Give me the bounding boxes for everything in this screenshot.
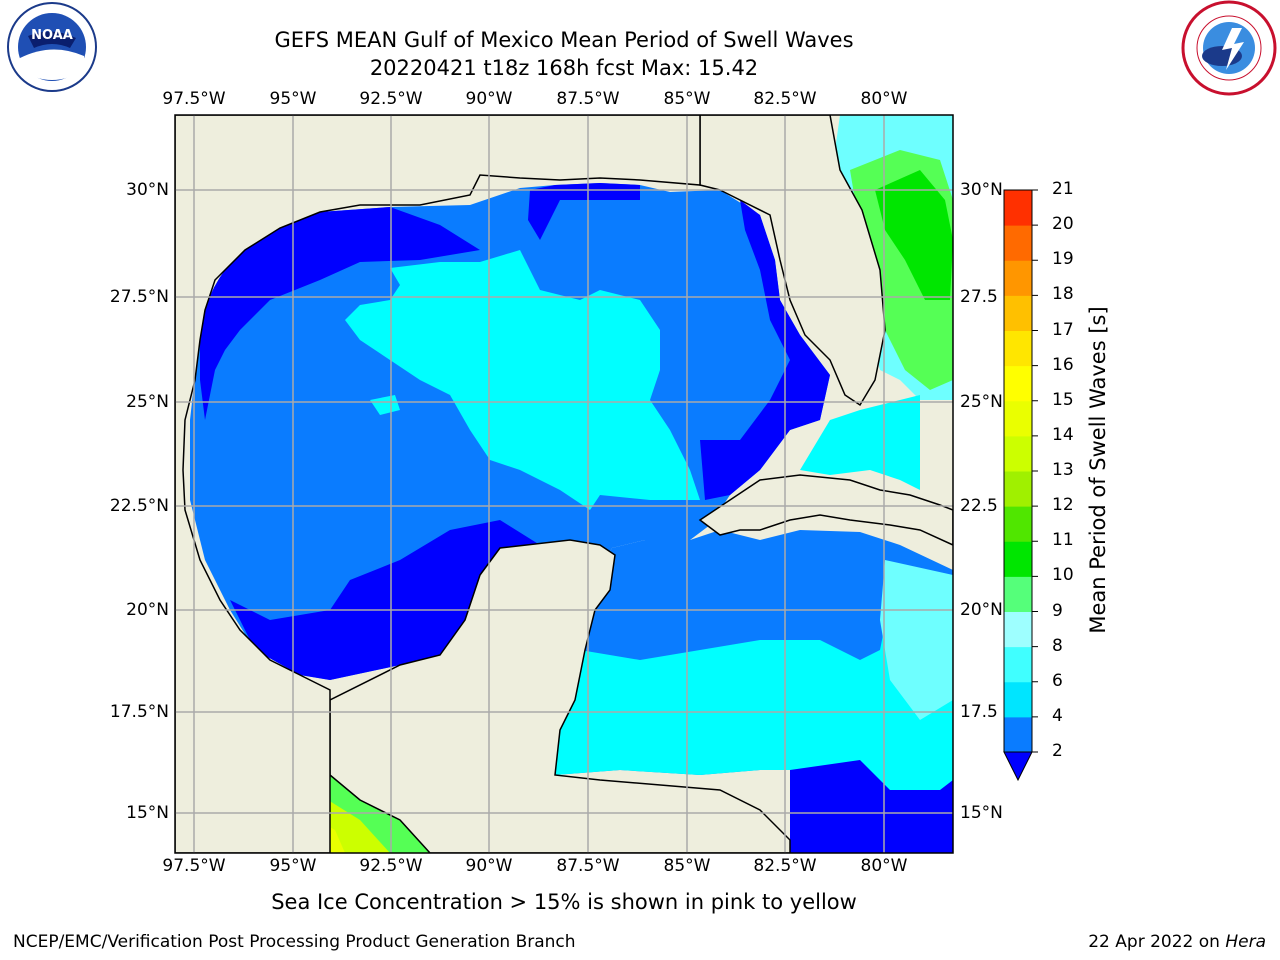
gulf-deep-water-south (230, 520, 540, 680)
colorbar-tick-label: 9 (1052, 600, 1063, 621)
texas-mexico-coast (175, 115, 701, 853)
lon-label-top: 85°W (663, 89, 711, 109)
lon-label-bottom: 85°W (663, 856, 711, 876)
lat-label-left: 20°N (126, 600, 169, 620)
lat-label-right: 30°N (960, 180, 1003, 200)
florida-straits-cyan (800, 395, 920, 490)
lon-label-top: 90°W (465, 89, 513, 109)
lon-label-bottom: 95°W (269, 856, 317, 876)
lon-label-top: 80°W (860, 89, 908, 109)
colorbar-tick-label: 12 (1052, 495, 1074, 516)
gulf-cyan-tongue (345, 250, 700, 510)
lon-label-bottom: 82.5°W (753, 856, 817, 876)
colorbar-tick-label: 19 (1052, 249, 1074, 270)
colorbar-tick-label: 20 (1052, 214, 1074, 235)
colorbar-tick-label: 14 (1052, 424, 1074, 445)
map-frame (174, 114, 954, 854)
lat-label-right: 20°N (960, 600, 1003, 620)
lat-label-left: 22.5°N (109, 496, 169, 516)
footer-credit: NCEP/EMC/Verification Post Processing Pr… (13, 932, 576, 952)
gulf-cyan-patch (370, 395, 400, 415)
lat-label-right: 25°N (960, 392, 1003, 412)
colorbar-tick-label: 4 (1052, 705, 1063, 726)
atlantic-bright-green (875, 170, 953, 300)
lon-label-top: 82.5°W (753, 89, 817, 109)
lon-label-bottom: 97.5°W (162, 856, 226, 876)
gulf-deep-water-west (200, 207, 480, 420)
nws-logo (1181, 0, 1277, 96)
sea-ice-note: Sea Ice Concentration > 15% is shown in … (271, 890, 857, 914)
colorbar-tick-label: 18 (1052, 284, 1074, 305)
footer-date: 22 Apr 2022 on Hera (1088, 932, 1266, 952)
colorbar-title: Mean Period of Swell Waves [s] (1086, 306, 1110, 634)
lon-label-top: 95°W (269, 89, 317, 109)
lon-label-bottom: 92.5°W (359, 856, 423, 876)
colorbar-tick-label: 10 (1052, 565, 1074, 586)
colorbar-tick-label: 15 (1052, 389, 1074, 410)
florida-peninsula (699, 115, 886, 407)
lon-label-top: 97.5°W (162, 89, 226, 109)
svg-text:NOAA: NOAA (31, 28, 73, 43)
caribbean-pale (880, 560, 953, 720)
chart-title: GEFS MEAN Gulf of Mexico Mean Period of … (274, 28, 854, 52)
graticule (175, 115, 953, 853)
lat-label-left: 25°N (126, 392, 169, 412)
colorbar-tick-label: 2 (1052, 741, 1063, 761)
colorbar-tick-label: 8 (1052, 635, 1063, 656)
lon-label-top: 87.5°W (556, 89, 620, 109)
lat-label-left: 27.5°N (109, 287, 169, 307)
footer-date-text: 22 Apr 2022 on (1088, 932, 1226, 952)
gulf-deep-water-north (528, 183, 640, 240)
lat-label-right: 15°N (960, 803, 1003, 823)
gulf-deep-water-east (700, 200, 830, 500)
colorbar-tick-label: 11 (1052, 530, 1074, 551)
colorbar-tick-label: 13 (1052, 460, 1074, 480)
noaa-logo: NOAA (7, 2, 97, 92)
colorbar-tick-label: 16 (1052, 354, 1074, 375)
cuba (698, 474, 953, 546)
caribbean-deep-strip (790, 760, 953, 853)
lon-label-bottom: 80°W (860, 856, 908, 876)
lat-label-right: 22.5 (960, 496, 998, 516)
colorbar-tick-label: 21 (1052, 179, 1074, 199)
colorbar-tick-label: 6 (1052, 670, 1063, 691)
lat-label-left: 30°N (126, 180, 169, 200)
footer-machine: Hera (1225, 932, 1266, 952)
lat-label-right: 17.5 (960, 702, 998, 722)
lon-label-bottom: 87.5°W (556, 856, 620, 876)
lon-label-bottom: 90°W (465, 856, 513, 876)
lat-label-left: 17.5°N (109, 702, 169, 722)
lon-label-top: 92.5°W (359, 89, 423, 109)
colorbar-tick-label: 17 (1052, 319, 1074, 340)
map-area (175, 115, 953, 853)
lat-label-right: 27.5 (960, 287, 998, 307)
lat-label-left: 15°N (126, 803, 169, 823)
chart-subtitle: 20220421 t18z 168h fcst Max: 15.42 (369, 56, 759, 80)
